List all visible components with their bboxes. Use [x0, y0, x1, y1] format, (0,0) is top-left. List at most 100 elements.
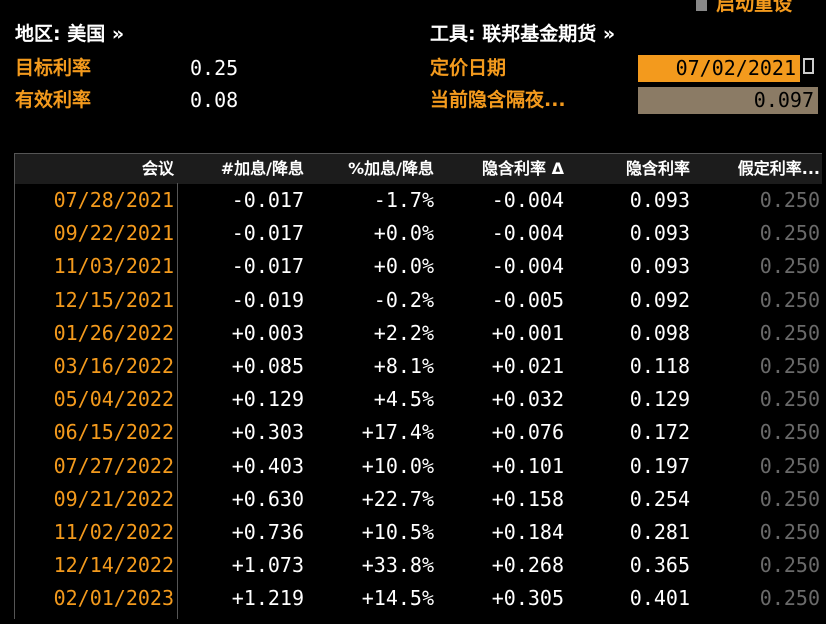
column-divider — [177, 183, 178, 619]
column-header: %加息/降息 — [348, 159, 434, 178]
date-input[interactable]: 07/02/2021 — [638, 55, 800, 82]
rate-cell: +0.101 — [491, 453, 564, 478]
rate-cell: -0.004 — [491, 254, 564, 279]
calendar-icon[interactable] — [803, 58, 814, 74]
meeting-date: 11/02/2022 — [53, 519, 174, 544]
rate-cell: +0.129 — [231, 387, 304, 412]
rate-cell: +0.268 — [491, 553, 564, 578]
meeting-date: 12/15/2021 — [53, 287, 174, 312]
meeting-row: 09/22/2021 -0.017 +0.0% -0.004 0.093 0.250 — [14, 217, 822, 250]
rate-cell: 0.250 — [759, 287, 820, 312]
rate-cell: +14.5% — [361, 586, 434, 611]
rate-cell: 0.250 — [759, 320, 820, 345]
date-label: 定价日期 — [430, 57, 507, 79]
rate-cell: +0.032 — [491, 387, 564, 412]
meeting-row: 05/04/2022 +0.129 +4.5% +0.032 0.129 0.250 — [14, 383, 822, 416]
reset-button[interactable]: 启动重设 — [696, 0, 792, 16]
rate-cell: +0.630 — [231, 486, 304, 511]
rate-cell: -0.004 — [491, 221, 564, 246]
region-selector[interactable]: 地区: 美国 » — [15, 23, 125, 45]
date-value: 07/02/2021 — [675, 56, 796, 80]
rate-cell: 0.098 — [629, 320, 690, 345]
meeting-date: 11/03/2021 — [53, 254, 174, 279]
rate-cell: -0.2% — [373, 287, 434, 312]
rate-cell: +0.001 — [491, 320, 564, 345]
column-header: #加息/降息 — [220, 159, 304, 178]
meeting-row: 11/02/2022 +0.736 +10.5% +0.184 0.281 0.250 — [14, 516, 822, 549]
reset-label: 启动重设 — [716, 0, 793, 15]
meeting-date: 05/04/2022 — [53, 387, 174, 412]
rate-cell: -1.7% — [373, 188, 434, 212]
rate-cell: 0.118 — [629, 353, 690, 378]
rate-cell: 0.250 — [759, 420, 820, 445]
rate-cell: 0.281 — [629, 519, 690, 544]
rate-cell: +10.5% — [361, 519, 434, 544]
effective-label: 有效利率 — [15, 89, 92, 111]
rate-cell: +0.0% — [373, 254, 434, 279]
column-header: 会议 — [141, 159, 174, 178]
rate-cell: 0.250 — [759, 519, 820, 544]
rate-cell: 0.129 — [629, 387, 690, 412]
meeting-date: 03/16/2022 — [53, 353, 174, 378]
column-header: 假定利率... — [737, 159, 820, 178]
rate-cell: 0.093 — [629, 188, 690, 212]
rate-cell: 0.250 — [759, 553, 820, 578]
rate-cell: +4.5% — [373, 387, 434, 412]
rate-cell: 0.250 — [759, 221, 820, 246]
instrument-selector[interactable]: 工具: 联邦基金期货 » — [430, 23, 616, 45]
meeting-row: 11/03/2021 -0.017 +0.0% -0.004 0.093 0.250 — [14, 250, 822, 283]
rate-cell: +1.219 — [231, 586, 304, 611]
rate-cell: 0.197 — [629, 453, 690, 478]
implied-label: 当前隐含隔夜... — [430, 89, 566, 111]
rate-cell: -0.004 — [491, 188, 564, 212]
rate-cell: 0.250 — [759, 586, 820, 611]
rate-cell: +0.076 — [491, 420, 564, 445]
rate-cell: 0.250 — [759, 453, 820, 478]
rate-cell: +0.184 — [491, 519, 564, 544]
meeting-row: 06/15/2022 +0.303 +17.4% +0.076 0.172 0.250 — [14, 416, 822, 449]
rate-cell: +0.736 — [231, 519, 304, 544]
rate-cell: +0.003 — [231, 320, 304, 345]
rate-cell: 0.254 — [629, 486, 690, 511]
rate-cell: 0.093 — [629, 254, 690, 279]
target-label: 目标利率 — [15, 57, 92, 79]
meeting-row: 02/01/2023 +1.219 +14.5% +0.305 0.401 0.250 — [14, 582, 822, 615]
rate-cell: +17.4% — [361, 420, 434, 445]
table-left-border — [14, 153, 15, 619]
rate-cell: +8.1% — [373, 353, 434, 378]
rate-cell: 0.250 — [759, 387, 820, 412]
rate-cell: 0.250 — [759, 188, 820, 212]
rate-cell: 0.250 — [759, 254, 820, 279]
meeting-date: 09/21/2022 — [53, 486, 174, 511]
meeting-row: 07/27/2022 +0.403 +10.0% +0.101 0.197 0.250 — [14, 450, 822, 483]
rate-cell: -0.017 — [231, 254, 304, 279]
rate-cell: +1.073 — [231, 553, 304, 578]
rate-cell: 0.401 — [629, 586, 690, 611]
meeting-date: 06/15/2022 — [53, 420, 174, 445]
rate-cell: +0.085 — [231, 353, 304, 378]
meeting-row: 09/21/2022 +0.630 +22.7% +0.158 0.254 0.250 — [14, 483, 822, 516]
meeting-row: 12/15/2021 -0.019 -0.2% -0.005 0.092 0.250 — [14, 284, 822, 317]
rate-cell: -0.005 — [491, 287, 564, 312]
column-header: 隐含利率 Δ — [482, 159, 564, 178]
rate-cell: -0.019 — [231, 287, 304, 312]
rate-cell: +0.305 — [491, 586, 564, 611]
rate-cell: -0.017 — [231, 221, 304, 246]
effective-value: 0.08 — [190, 88, 239, 112]
meeting-date: 09/22/2021 — [53, 221, 174, 246]
rate-cell: +0.021 — [491, 353, 564, 378]
header-row: 会议 #加息/降息 %加息/降息 隐含利率 Δ 隐含利率 假定利率... — [14, 153, 822, 184]
meeting-row: 01/26/2022 +0.003 +2.2% +0.001 0.098 0.250 — [14, 317, 822, 350]
rate-cell: 0.093 — [629, 221, 690, 246]
meeting-date: 01/26/2022 — [53, 320, 174, 345]
rate-cell: 0.365 — [629, 553, 690, 578]
meeting-row: 07/28/2021 -0.017 -1.7% -0.004 0.093 0.250 — [14, 184, 822, 217]
rate-cell: +0.0% — [373, 221, 434, 246]
meeting-row: 12/14/2022 +1.073 +33.8% +0.268 0.365 0.250 — [14, 549, 822, 582]
rate-cell: +0.303 — [231, 420, 304, 445]
rate-cell: 0.250 — [759, 486, 820, 511]
rate-cell: -0.017 — [231, 188, 304, 212]
rate-cell: +0.403 — [231, 453, 304, 478]
meeting-row: 03/16/2022 +0.085 +8.1% +0.021 0.118 0.250 — [14, 350, 822, 383]
